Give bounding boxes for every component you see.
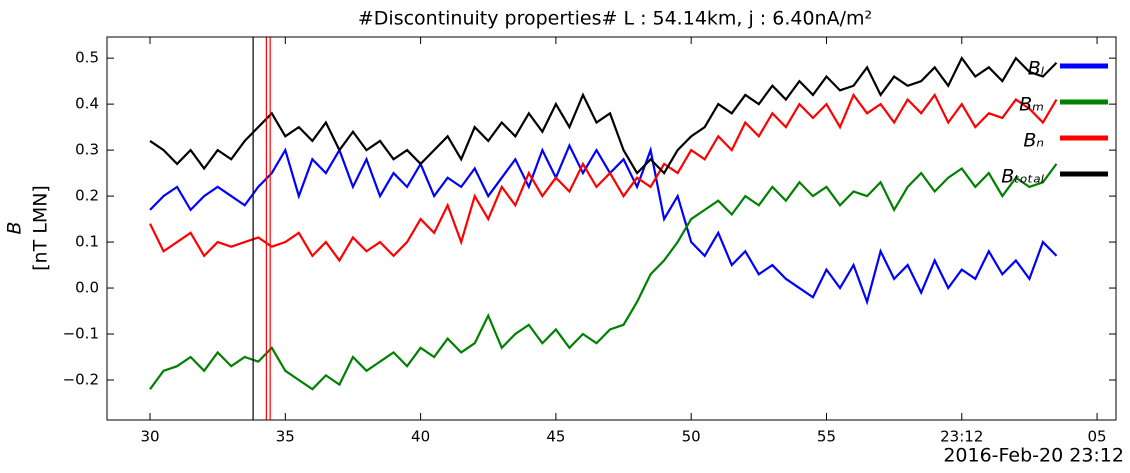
series-line xyxy=(149,163,1058,391)
legend-label: Bₙ xyxy=(1023,130,1044,152)
y-tick-label: 0.5 xyxy=(75,49,99,67)
series-line xyxy=(149,56,1058,175)
x-tick-label: 30 xyxy=(140,428,159,446)
y-tick-label: 0.1 xyxy=(75,233,99,251)
legend-label: Bₘ xyxy=(1019,94,1044,116)
x-tick-label: 35 xyxy=(276,428,295,446)
chart-title: #Discontinuity properties# L : 54.14km, … xyxy=(358,8,872,30)
x-tick-label: 05 xyxy=(1088,428,1107,446)
x-tick-label: 55 xyxy=(817,428,836,446)
y-tick-label: 0.0 xyxy=(75,279,99,297)
x-tick-label: 50 xyxy=(682,428,701,446)
x-tick-label: 40 xyxy=(411,428,430,446)
plot-frame xyxy=(106,36,1117,421)
y-tick-label: −0.1 xyxy=(63,325,99,343)
x-tick-label: 45 xyxy=(546,428,565,446)
y-tick-label: 0.4 xyxy=(75,95,99,113)
x-axis-label: 2016-Feb-20 23:12 xyxy=(943,445,1124,467)
y-tick-label: −0.2 xyxy=(63,370,99,388)
y-tick-label: 0.2 xyxy=(75,187,99,205)
y-tick-label: 0.3 xyxy=(75,141,99,159)
y-axis-label: B xyxy=(4,221,26,234)
series-line xyxy=(149,92,1058,263)
x-tick-label: 23:12 xyxy=(940,428,983,446)
legend-label: Bₜₒₜₐₗ xyxy=(1001,166,1044,188)
y-axis-unit: [nT LMN] xyxy=(30,185,52,271)
legend-label: Bₗ xyxy=(1028,58,1044,80)
series-line xyxy=(149,142,1058,306)
